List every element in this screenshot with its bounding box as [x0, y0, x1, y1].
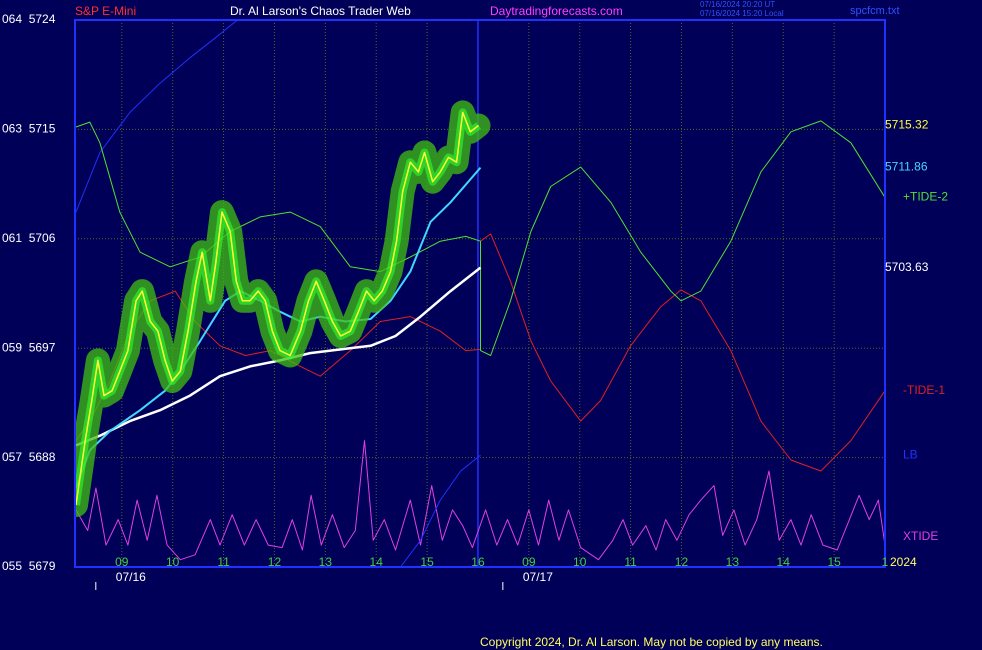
plot [75, 20, 885, 567]
symbol: S&P E-Mini [75, 4, 136, 18]
series-label: XTIDE [903, 529, 938, 543]
x-tick-label: 13 [319, 555, 333, 569]
x-tick-label: 14 [370, 555, 384, 569]
copyright: Copyright 2024, Dr. Al Larson. May not b… [480, 635, 823, 649]
series-label: 5711.86 [885, 160, 928, 174]
file-name: spcfcm.txt [850, 5, 900, 17]
x-tick-label: 12 [675, 555, 689, 569]
series-label: LB [903, 447, 918, 461]
x-tick-label: 09 [115, 555, 129, 569]
x-tick-label: 15 [420, 555, 434, 569]
x-tick-label: 12 [268, 555, 282, 569]
line [75, 440, 885, 561]
x-tick-label: 10 [573, 555, 587, 569]
y-tick-label: 064 5724 [2, 12, 56, 26]
y-tick-label: 063 5715 [2, 122, 56, 136]
series-label: 5715.32 [885, 118, 929, 132]
x-tick-label: 13 [726, 555, 740, 569]
date-label: 07/16 [116, 570, 146, 584]
line [75, 111, 479, 506]
line [75, 120, 885, 356]
timestamp: 07/16/2024 15:20 Local [700, 9, 784, 18]
series-label: -TIDE-1 [903, 383, 945, 397]
site: Daytradingforecasts.com [490, 4, 623, 18]
line [75, 20, 481, 567]
y-tick-label: 057 5688 [2, 450, 56, 464]
x-tick-label: 16 [471, 555, 485, 569]
series-label: +TIDE-2 [903, 190, 948, 204]
y-tick-label: 061 5706 [2, 231, 56, 245]
x-tick-label: 14 [777, 555, 791, 569]
x-tick-label: 09 [522, 555, 536, 569]
x-tick-label: 15 [827, 555, 841, 569]
plot-border [74, 19, 886, 568]
date-label: 07/17 [523, 570, 553, 584]
x-tick-label: 10 [166, 555, 180, 569]
timestamp: 07/16/2024 20:20 UT [700, 0, 775, 9]
x-tick-label: 1 [882, 555, 889, 569]
chart-title: Dr. Al Larson's Chaos Trader Web [230, 4, 411, 18]
year: 2024 [890, 555, 917, 569]
series-label: 5703.63 [885, 260, 929, 274]
labels: 064 5724 063 5715 061 5706 059 5697 057 5688… [2, 12, 948, 590]
y-tick-label: 055 5679 [2, 559, 56, 573]
x-tick-label: 11 [624, 555, 637, 569]
y-tick-label: 059 5697 [2, 340, 56, 354]
x-tick-label: 11 [217, 555, 230, 569]
